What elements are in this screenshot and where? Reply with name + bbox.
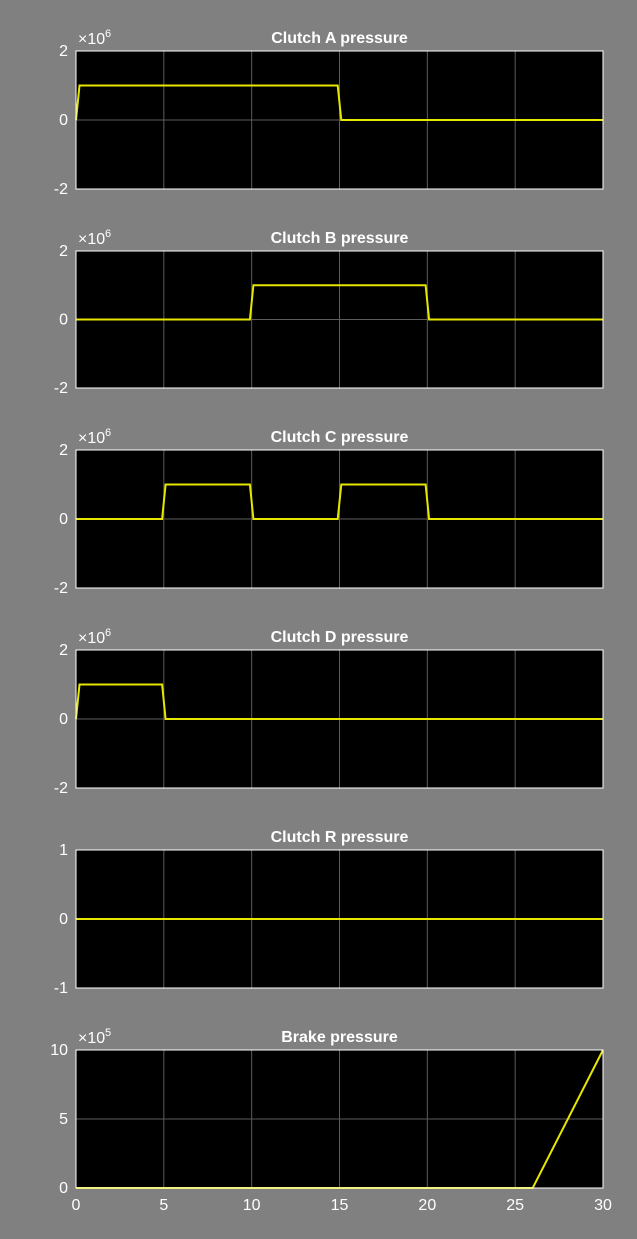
exponent-power: 6 [105, 627, 111, 639]
y-tick-label: 2 [59, 442, 68, 459]
exponent-power: 6 [105, 228, 111, 240]
axes-frame [75, 849, 604, 989]
axes-frame [75, 250, 604, 389]
series-line [75, 84, 603, 121]
x-tick-label: 25 [506, 1197, 524, 1214]
exponent-base: ×10 [78, 1030, 105, 1047]
exponent-base: ×10 [78, 231, 105, 248]
y-tick-label: 0 [59, 112, 68, 129]
y-tick-label: -1 [54, 980, 68, 997]
axes-frame [75, 1049, 604, 1189]
chart-title: Clutch C pressure [271, 429, 409, 446]
y-tick-label: 0 [59, 911, 68, 928]
y-tick-label: 0 [59, 511, 68, 528]
exponent-power: 6 [105, 427, 111, 439]
y-tick-label: 10 [50, 1042, 68, 1059]
x-tick-label: 15 [331, 1197, 349, 1214]
chart-title: Clutch B pressure [271, 230, 409, 247]
subplot-4: Clutch D pressure 2 0 -2 ×10 6 [54, 627, 604, 797]
exponent-base: ×10 [78, 430, 105, 447]
subplot-1: Clutch A pressure 2 0 -2 ×10 6 [54, 28, 604, 198]
y-tick-label: -2 [54, 181, 68, 198]
y-tick-label: 2 [59, 642, 68, 659]
subplot-5: Clutch R pressure 1 0 -1 [54, 829, 604, 997]
y-tick-label: 1 [59, 842, 68, 859]
chart-title: Brake pressure [281, 1029, 398, 1046]
x-tick-label: 5 [159, 1197, 168, 1214]
x-tick-label: 20 [418, 1197, 436, 1214]
axes-frame [75, 50, 604, 190]
subplot-2: Clutch B pressure 2 0 -2 ×10 6 [54, 228, 604, 397]
y-exponent-label: ×10 6 [78, 627, 111, 647]
series-line [76, 483, 603, 520]
series-line [75, 683, 603, 720]
subplot-3: Clutch C pressure 2 0 -2 ×10 6 [54, 427, 604, 597]
y-exponent-label: ×10 5 [78, 1027, 111, 1047]
y-exponent-label: ×10 6 [78, 427, 111, 447]
y-tick-label: -2 [54, 780, 68, 797]
y-tick-label: 2 [59, 43, 68, 60]
exponent-power: 5 [105, 1027, 111, 1039]
axes-frame [75, 649, 604, 789]
y-tick-label: -2 [54, 380, 68, 397]
y-tick-label: -2 [54, 580, 68, 597]
chart-title: Clutch R pressure [271, 829, 409, 846]
y-tick-label: 0 [59, 711, 68, 728]
chart-title: Clutch D pressure [271, 629, 409, 646]
y-exponent-label: ×10 6 [78, 228, 111, 248]
x-tick-label: 0 [72, 1197, 81, 1214]
y-tick-label: 5 [59, 1111, 68, 1128]
series-line [76, 284, 603, 321]
x-tick-label: 30 [594, 1197, 612, 1214]
exponent-power: 6 [105, 28, 111, 40]
x-tick-label: 10 [243, 1197, 261, 1214]
y-tick-label: 0 [59, 312, 68, 329]
y-tick-label: 0 [59, 1180, 68, 1197]
chart-title: Clutch A pressure [271, 30, 408, 47]
axes-frame [75, 449, 604, 589]
y-tick-label: 2 [59, 243, 68, 260]
exponent-base: ×10 [78, 630, 105, 647]
y-exponent-label: ×10 6 [78, 28, 111, 48]
exponent-base: ×10 [78, 31, 105, 48]
